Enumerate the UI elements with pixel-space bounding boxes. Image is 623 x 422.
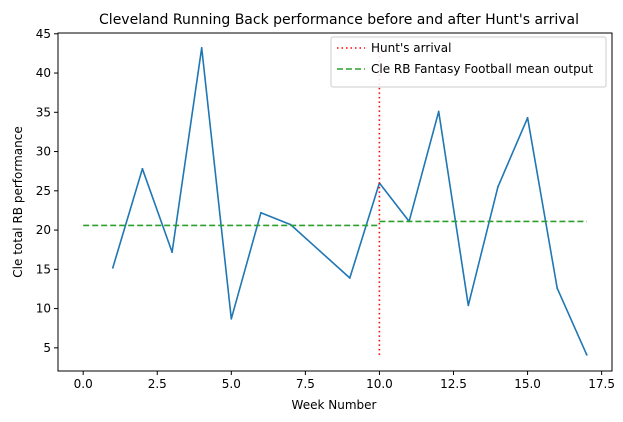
x-tick-label: 17.5 [588,377,615,391]
x-tick-label: 10.0 [366,377,393,391]
y-tick-label: 30 [36,145,51,159]
series-1-point-week-17 [585,354,588,356]
x-tick-label: 12.5 [440,377,467,391]
y-tick-label: 40 [36,66,51,80]
series-1-point-week-15 [526,116,529,119]
y-tick-label: 25 [36,184,51,198]
legend-label: Hunt's arrival [371,41,451,55]
legend: Hunt's arrival Cle RB Fantasy Football me… [330,36,607,88]
series-1-point-week-2 [141,167,144,170]
x-tick-label: 15.0 [514,377,541,391]
x-tick-label: 7.5 [296,377,315,391]
y-tick-label: 35 [36,105,51,119]
axes: 0.0 2.5 5.0 7.5 10.0 12.5 15.0 17.5 5 10 15 20 25 30 3… [36,27,615,391]
series-1-point-week-5 [230,317,233,320]
series-1-point-week-3 [171,251,174,254]
axes-frame [57,32,613,372]
plot-area [83,47,588,356]
y-tick-label: 5 [43,341,51,355]
y-tick-label: 10 [36,302,51,316]
series-1-point-week-8 [319,250,322,253]
legend-box [330,36,607,88]
y-tick-label: 20 [36,223,51,237]
x-tick-label: 5.0 [222,377,241,391]
series-1-line [112,47,588,356]
chart-title: Cleveland Running Back performance befor… [99,12,579,28]
x-axis-label: Week Number [292,398,377,412]
series-1-point-week-14 [497,186,499,188]
series-1-point-week-4 [200,47,203,49]
y-tick-label: 45 [36,27,51,41]
series-1-point-week-6 [260,211,262,214]
series-1-point-week-13 [467,304,470,307]
x-tick-label: 0.0 [74,377,93,391]
y-axis-label: Cle total RB performance [11,126,25,277]
series-1-point-week-9 [348,277,351,279]
y-tick-label: 15 [36,262,51,276]
series-1-point-week-12 [437,110,440,113]
series-1-point-week-1 [111,266,114,269]
legend-label: Cle RB Fantasy Football mean output [371,62,593,76]
series-1-point-week-16 [556,287,559,290]
x-tick-label: 2.5 [148,377,167,391]
